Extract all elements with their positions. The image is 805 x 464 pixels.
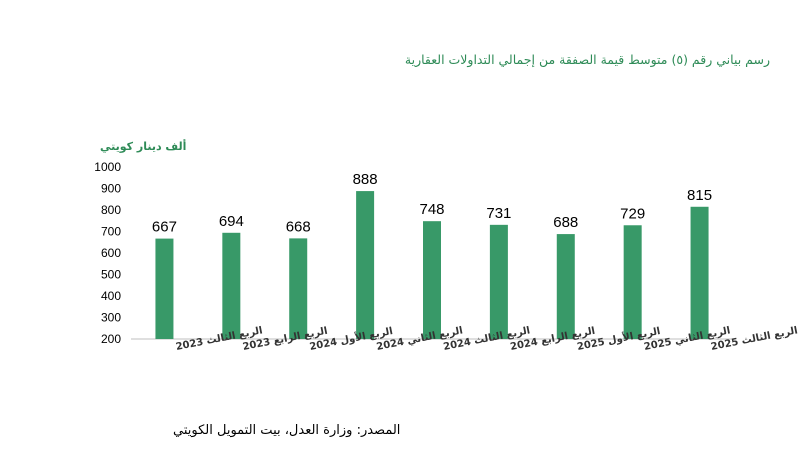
chart-title: رسم بياني رقم (٥) متوسط قيمة الصفقة من إ… — [404, 52, 770, 67]
y-tick-label: 1000 — [94, 160, 121, 174]
bar — [222, 232, 241, 339]
bar-value-label: 729 — [620, 205, 645, 222]
bar — [489, 224, 508, 339]
bar-value-label: 815 — [687, 187, 712, 204]
y-tick-label: 800 — [101, 203, 121, 217]
source-note: المصدر: وزارة العدل، بيت التمويل الكويتي — [173, 423, 401, 438]
bar-value-label: 694 — [219, 213, 244, 230]
y-tick-label: 300 — [101, 311, 121, 325]
bar — [289, 238, 308, 339]
y-tick-label: 900 — [101, 182, 121, 196]
y-tick-label: 400 — [101, 289, 121, 303]
bar-value-label: 731 — [486, 205, 511, 222]
bar — [623, 225, 642, 339]
data-labels-group: 667 694 668 888 748 731 688 729 815 — [152, 171, 712, 236]
y-tick-label: 500 — [101, 268, 121, 282]
y-tick-label: 200 — [101, 332, 121, 346]
y-tick-label: 700 — [101, 225, 121, 239]
bar — [423, 221, 441, 339]
bar-value-label: 668 — [286, 218, 311, 235]
bar-value-label: 667 — [152, 219, 177, 236]
bar — [356, 191, 375, 339]
bar-value-label: 748 — [419, 201, 444, 218]
y-tick-label: 600 — [101, 246, 121, 260]
bar — [155, 238, 174, 339]
y-axis-unit-label: ألف دينار كويتي — [100, 140, 187, 153]
bar-value-label: 688 — [553, 214, 578, 231]
bar-value-label: 888 — [353, 171, 378, 188]
bar — [556, 234, 575, 339]
bars-group — [155, 191, 709, 339]
bar — [690, 206, 709, 339]
y-axis-ticks: 200 300 400 500 600 700 800 900 1000 — [94, 160, 121, 346]
